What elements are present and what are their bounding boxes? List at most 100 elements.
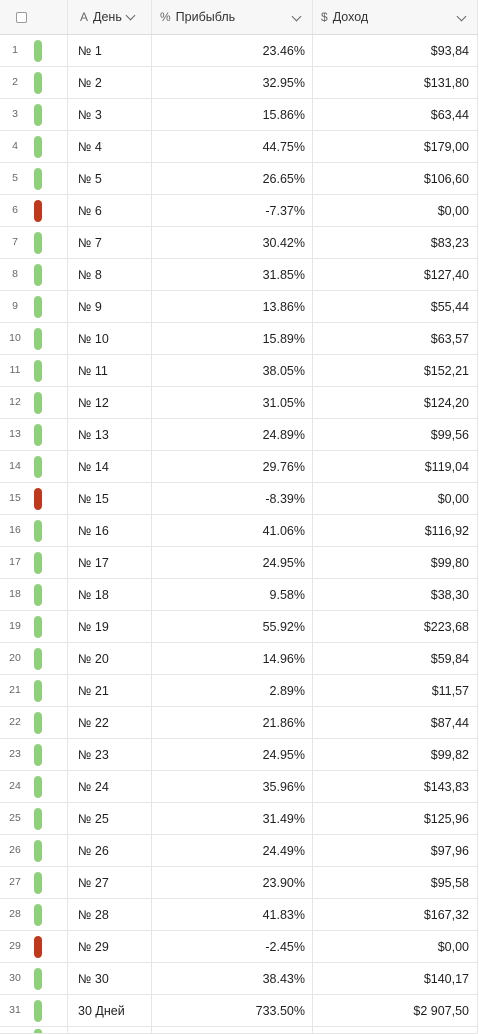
income-cell[interactable]: $179,00 [313, 131, 478, 162]
day-cell[interactable]: № 4 [68, 131, 152, 162]
table-row[interactable]: 30 № 30 38.43% $140,17 [0, 963, 478, 995]
day-cell[interactable]: 30 Дней [68, 995, 152, 1026]
income-cell[interactable]: $2 907,50 [313, 995, 478, 1026]
day-cell[interactable]: № 2 [68, 67, 152, 98]
profit-cell[interactable]: 44.75% [152, 131, 313, 162]
profit-cell[interactable]: 9.58% [152, 579, 313, 610]
select-all-checkbox[interactable] [16, 11, 27, 23]
day-cell[interactable]: № 25 [68, 803, 152, 834]
income-cell[interactable]: $119,04 [313, 451, 478, 482]
table-row[interactable]: 13 № 13 24.89% $99,56 [0, 419, 478, 451]
profit-cell[interactable]: 2.89% [152, 675, 313, 706]
profit-cell[interactable]: 41.06% [152, 515, 313, 546]
profit-cell[interactable]: 30.42% [152, 227, 313, 258]
day-cell[interactable]: № 26 [68, 835, 152, 866]
profit-cell[interactable]: 31.49% [152, 803, 313, 834]
table-row[interactable]: 4 № 4 44.75% $179,00 [0, 131, 478, 163]
day-cell[interactable]: № 15 [68, 483, 152, 514]
day-cell[interactable]: № 22 [68, 707, 152, 738]
income-cell[interactable]: $99,82 [313, 739, 478, 770]
day-cell[interactable]: № 6 [68, 195, 152, 226]
day-cell[interactable]: № 9 [68, 291, 152, 322]
table-row[interactable]: 27 № 27 23.90% $95,58 [0, 867, 478, 899]
income-cell[interactable]: $0,00 [313, 931, 478, 962]
table-row-partial[interactable] [0, 1027, 478, 1034]
income-cell[interactable]: $83,23 [313, 227, 478, 258]
profit-cell[interactable]: 24.49% [152, 835, 313, 866]
table-row[interactable]: 29 № 29 -2.45% $0,00 [0, 931, 478, 963]
profit-cell[interactable]: 26.65% [152, 163, 313, 194]
income-cell[interactable]: $93,84 [313, 35, 478, 66]
income-cell[interactable]: $223,68 [313, 611, 478, 642]
income-cell[interactable]: $97,96 [313, 835, 478, 866]
profit-cell[interactable]: 24.95% [152, 547, 313, 578]
income-cell[interactable]: $116,92 [313, 515, 478, 546]
profit-cell[interactable]: 23.90% [152, 867, 313, 898]
profit-cell[interactable]: 733.50% [152, 995, 313, 1026]
day-cell[interactable]: № 10 [68, 323, 152, 354]
income-cell[interactable]: $0,00 [313, 483, 478, 514]
table-row[interactable]: 3 № 3 15.86% $63,44 [0, 99, 478, 131]
day-cell[interactable]: № 11 [68, 355, 152, 386]
day-cell[interactable]: № 29 [68, 931, 152, 962]
table-row[interactable]: 7 № 7 30.42% $83,23 [0, 227, 478, 259]
day-cell[interactable]: № 17 [68, 547, 152, 578]
income-cell[interactable]: $11,57 [313, 675, 478, 706]
day-cell[interactable]: № 1 [68, 35, 152, 66]
table-row[interactable]: 17 № 17 24.95% $99,80 [0, 547, 478, 579]
day-cell[interactable]: № 12 [68, 387, 152, 418]
day-cell[interactable]: № 7 [68, 227, 152, 258]
chevron-down-icon[interactable] [125, 10, 136, 21]
day-cell[interactable]: № 18 [68, 579, 152, 610]
income-cell[interactable]: $0,00 [313, 195, 478, 226]
table-row[interactable]: 8 № 8 31.85% $127,40 [0, 259, 478, 291]
table-row[interactable]: 18 № 18 9.58% $38,30 [0, 579, 478, 611]
table-row[interactable]: 10 № 10 15.89% $63,57 [0, 323, 478, 355]
table-row[interactable]: 26 № 26 24.49% $97,96 [0, 835, 478, 867]
day-cell[interactable]: № 3 [68, 99, 152, 130]
profit-cell[interactable]: 41.83% [152, 899, 313, 930]
profit-cell[interactable]: 15.86% [152, 99, 313, 130]
income-cell[interactable]: $59,84 [313, 643, 478, 674]
income-cell[interactable]: $125,96 [313, 803, 478, 834]
profit-cell[interactable]: 29.76% [152, 451, 313, 482]
day-cell[interactable]: № 8 [68, 259, 152, 290]
profit-cell[interactable]: 31.05% [152, 387, 313, 418]
table-row[interactable]: 28 № 28 41.83% $167,32 [0, 899, 478, 931]
profit-cell[interactable]: -7.37% [152, 195, 313, 226]
table-row[interactable]: 21 № 21 2.89% $11,57 [0, 675, 478, 707]
day-cell[interactable]: № 23 [68, 739, 152, 770]
income-cell[interactable]: $87,44 [313, 707, 478, 738]
income-cell[interactable]: $38,30 [313, 579, 478, 610]
income-cell[interactable]: $167,32 [313, 899, 478, 930]
table-row[interactable]: 15 № 15 -8.39% $0,00 [0, 483, 478, 515]
table-row[interactable]: 9 № 9 13.86% $55,44 [0, 291, 478, 323]
profit-cell[interactable]: 23.46% [152, 35, 313, 66]
income-cell[interactable]: $131,80 [313, 67, 478, 98]
profit-cell[interactable]: 38.43% [152, 963, 313, 994]
column-header-day[interactable]: A День [68, 0, 152, 34]
chevron-down-icon[interactable] [291, 11, 302, 22]
profit-cell[interactable]: 32.95% [152, 67, 313, 98]
table-row[interactable]: 25 № 25 31.49% $125,96 [0, 803, 478, 835]
profit-cell[interactable]: 24.95% [152, 739, 313, 770]
table-row[interactable]: 23 № 23 24.95% $99,82 [0, 739, 478, 771]
profit-cell[interactable]: 31.85% [152, 259, 313, 290]
income-cell[interactable]: $143,83 [313, 771, 478, 802]
income-cell[interactable]: $55,44 [313, 291, 478, 322]
day-cell[interactable]: № 27 [68, 867, 152, 898]
profit-cell[interactable]: 13.86% [152, 291, 313, 322]
table-row[interactable]: 5 № 5 26.65% $106,60 [0, 163, 478, 195]
day-cell[interactable]: № 30 [68, 963, 152, 994]
income-cell[interactable]: $95,58 [313, 867, 478, 898]
day-cell[interactable]: № 20 [68, 643, 152, 674]
table-row[interactable]: 22 № 22 21.86% $87,44 [0, 707, 478, 739]
day-cell[interactable]: № 24 [68, 771, 152, 802]
day-cell[interactable]: № 21 [68, 675, 152, 706]
table-row[interactable]: 20 № 20 14.96% $59,84 [0, 643, 478, 675]
profit-cell[interactable]: 24.89% [152, 419, 313, 450]
day-cell[interactable]: № 5 [68, 163, 152, 194]
day-cell[interactable]: № 19 [68, 611, 152, 642]
table-row[interactable]: 19 № 19 55.92% $223,68 [0, 611, 478, 643]
income-cell[interactable]: $63,57 [313, 323, 478, 354]
